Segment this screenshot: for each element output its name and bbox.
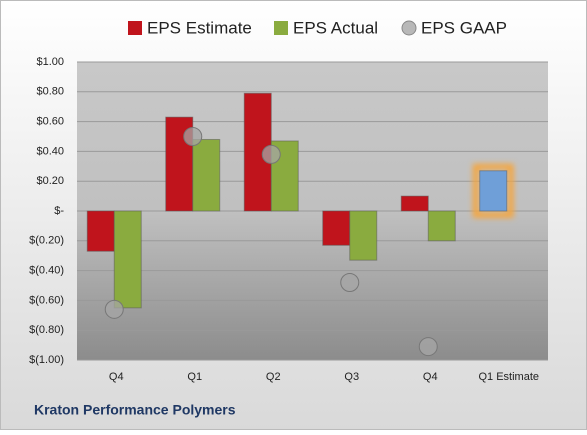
y-tick-label: $0.60 (36, 116, 64, 128)
bar (349, 210, 378, 261)
legend-marker (274, 21, 288, 35)
point (104, 299, 124, 319)
y-tick-label: $0.40 (36, 145, 64, 157)
highlight-glow (472, 163, 514, 219)
y-tick-label: $(0.60) (29, 294, 64, 306)
x-tick-label: Q2 (266, 371, 281, 383)
y-tick-label: $(0.40) (29, 265, 64, 277)
bar (400, 195, 429, 212)
point (261, 144, 281, 164)
bar (322, 210, 351, 246)
x-tick-label: Q1 (187, 371, 202, 383)
legend-label: EPS GAAP (421, 18, 507, 37)
y-tick-label: $- (54, 205, 64, 217)
y-tick-label: $(0.80) (29, 324, 64, 336)
legend-marker (401, 20, 417, 36)
y-tick-label: $0.20 (36, 175, 64, 187)
legend-label: EPS Estimate (147, 18, 252, 37)
bar (113, 210, 142, 309)
x-tick-label: Q3 (344, 371, 359, 383)
legend-marker (128, 21, 142, 35)
y-tick-label: $(0.20) (29, 235, 64, 247)
y-tick-label: $(1.00) (29, 354, 64, 366)
bar (192, 138, 221, 212)
bar (427, 210, 456, 242)
x-tick-label: Q4 (109, 371, 124, 383)
y-tick-label: $0.80 (36, 86, 64, 98)
bar (479, 170, 508, 212)
point (183, 127, 203, 146)
x-tick-label: Q1 Estimate (478, 371, 539, 383)
bar (86, 210, 115, 252)
x-tick-label: Q4 (423, 371, 438, 383)
point (340, 273, 360, 293)
y-tick-label: $1.00 (36, 56, 64, 68)
legend-label: EPS Actual (293, 18, 378, 37)
point (418, 337, 438, 357)
chart-title: Kraton Performance Polymers (34, 402, 236, 418)
